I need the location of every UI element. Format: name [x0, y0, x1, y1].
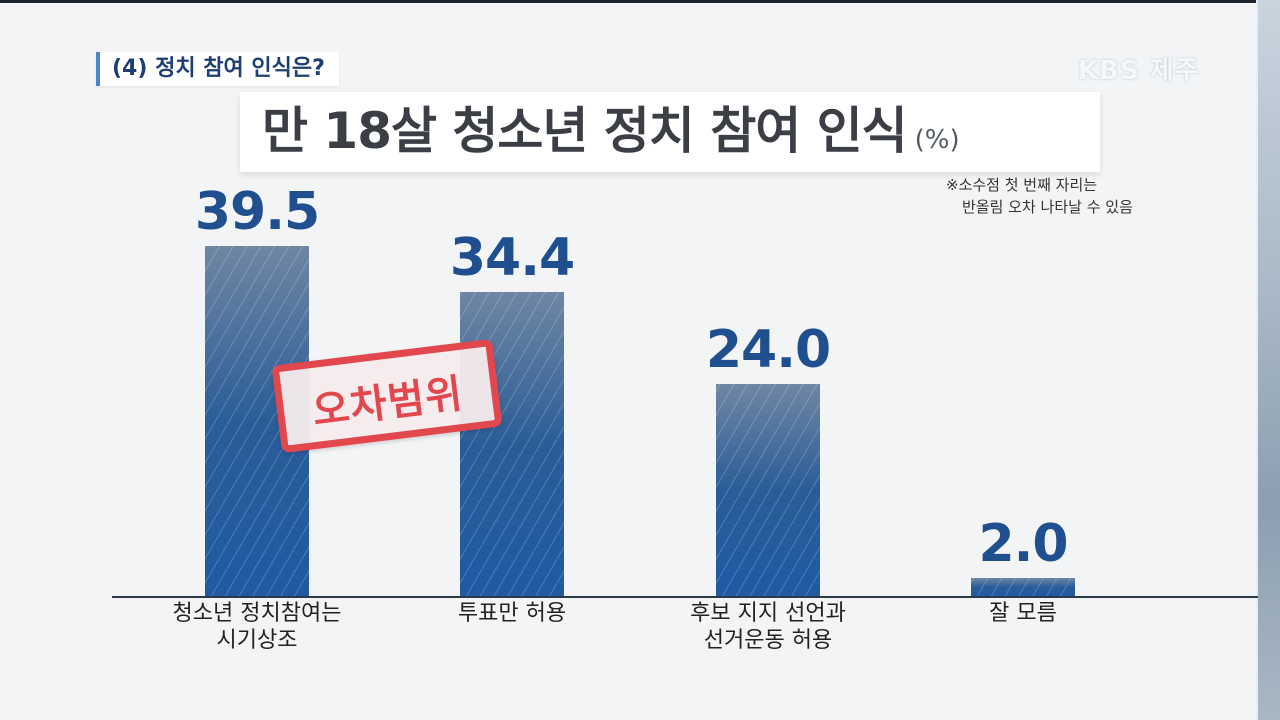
bar-value-label-3: 24.0: [705, 319, 831, 380]
bar-value-label-2: 34.4: [449, 227, 575, 288]
category-label-1-line-1: 청소년 정치참여는: [172, 601, 342, 626]
rounding-note-line-2: 반올림 오차 나타날 수 있음: [962, 198, 1133, 216]
chart-unit: (%): [914, 125, 960, 155]
category-label-1-line-2: 시기상조: [216, 628, 298, 653]
chart-baseline: [112, 596, 1258, 598]
bar-3: [716, 383, 820, 596]
right-band-edge: [1256, 0, 1258, 720]
rounding-note: ※소수점 첫 번째 자리는 반올림 오차 나타날 수 있음: [946, 174, 1133, 218]
category-label-2: 투표만 허용: [392, 600, 632, 627]
category-label-4: 잘 모름: [903, 600, 1143, 627]
category-label-3: 후보 지지 선언과 선거운동 허용: [648, 600, 888, 654]
category-label-4-line-1: 잘 모름: [989, 601, 1057, 626]
category-label-1: 청소년 정치참여는 시기상조: [137, 600, 377, 654]
broadcaster-logo: KBS 제주: [1078, 56, 1200, 86]
segment-subtitle: (4) 정치 참여 인식은?: [96, 52, 339, 86]
rounding-note-line-1: ※소수점 첫 번째 자리는: [946, 176, 1098, 194]
right-decorative-band: [1258, 0, 1280, 720]
chart-title: 만 18살 청소년 정치 참여 인식 (%): [262, 96, 960, 175]
category-label-2-line-1: 투표만 허용: [457, 601, 567, 626]
category-label-3-line-2: 선거운동 허용: [703, 628, 833, 653]
title-band: [240, 92, 1100, 172]
bar-4: [971, 578, 1075, 596]
bar-value-label-4: 2.0: [978, 514, 1068, 575]
category-label-3-line-1: 후보 지지 선언과: [690, 601, 846, 626]
top-edge-line: [0, 0, 1280, 3]
bar-2: [460, 291, 564, 596]
chart-title-text: 만 18살 청소년 정치 참여 인식: [262, 102, 908, 160]
bar-value-label-1: 39.5: [194, 182, 320, 243]
